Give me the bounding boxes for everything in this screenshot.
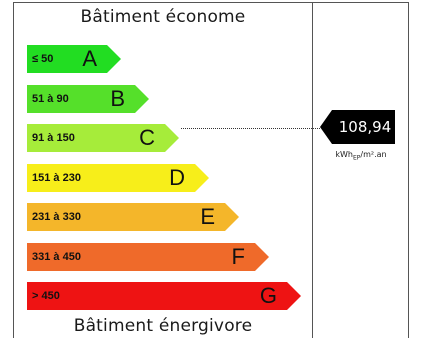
energy-class-letter: C bbox=[139, 125, 155, 150]
energy-class-range: 51 à 90 bbox=[32, 93, 69, 105]
energy-class-bar bbox=[27, 203, 239, 231]
unit-prefix: kWh bbox=[335, 150, 353, 159]
unit-suffix: /m².an bbox=[360, 150, 387, 159]
energy-class-letter: F bbox=[231, 244, 245, 269]
indicator-arrow-shape bbox=[320, 110, 395, 144]
energy-class-letter: A bbox=[82, 46, 97, 71]
consumption-indicator: 108,94 bbox=[320, 110, 395, 144]
indicator-leader-line bbox=[181, 128, 320, 129]
caption-inefficient: Bâtiment énergivore bbox=[73, 316, 253, 336]
energy-class-e: 231 à 330 E bbox=[27, 203, 239, 231]
energy-class-bar bbox=[27, 282, 301, 310]
energy-class-range: 91 à 150 bbox=[32, 132, 75, 144]
energy-class-bar bbox=[27, 243, 269, 271]
energy-class-letter: D bbox=[169, 165, 185, 190]
energy-class-bar bbox=[27, 45, 121, 73]
energy-class-c: 91 à 150 C bbox=[27, 124, 179, 152]
energy-class-g: > 450 G bbox=[27, 282, 301, 310]
energy-class-f: 331 à 450 F bbox=[27, 243, 269, 271]
energy-class-bar bbox=[27, 85, 149, 113]
energy-class-letter: G bbox=[259, 283, 277, 308]
energy-class-letter: E bbox=[200, 204, 215, 229]
energy-class-range: ≤ 50 bbox=[32, 53, 54, 65]
consumption-value: 108,94 bbox=[338, 118, 392, 136]
energy-class-range: 151 à 230 bbox=[32, 172, 81, 184]
column-divider bbox=[312, 2, 313, 338]
label-frame bbox=[13, 2, 409, 338]
energy-class-d: 151 à 230 D bbox=[27, 164, 209, 192]
energy-class-range: 231 à 330 bbox=[32, 211, 81, 223]
energy-class-bar bbox=[27, 164, 209, 192]
energy-class-bar bbox=[27, 124, 179, 152]
energy-class-b: 51 à 90 B bbox=[27, 85, 149, 113]
energy-class-a: ≤ 50 A bbox=[27, 45, 121, 73]
energy-class-range: > 450 bbox=[32, 290, 60, 302]
unit-subscript: EP bbox=[352, 154, 361, 162]
consumption-unit: kWhEP/m².an bbox=[318, 150, 404, 162]
caption-efficient: Bâtiment économe bbox=[80, 7, 246, 27]
energy-class-range: 331 à 450 bbox=[32, 251, 81, 263]
energy-class-letter: B bbox=[110, 86, 125, 111]
